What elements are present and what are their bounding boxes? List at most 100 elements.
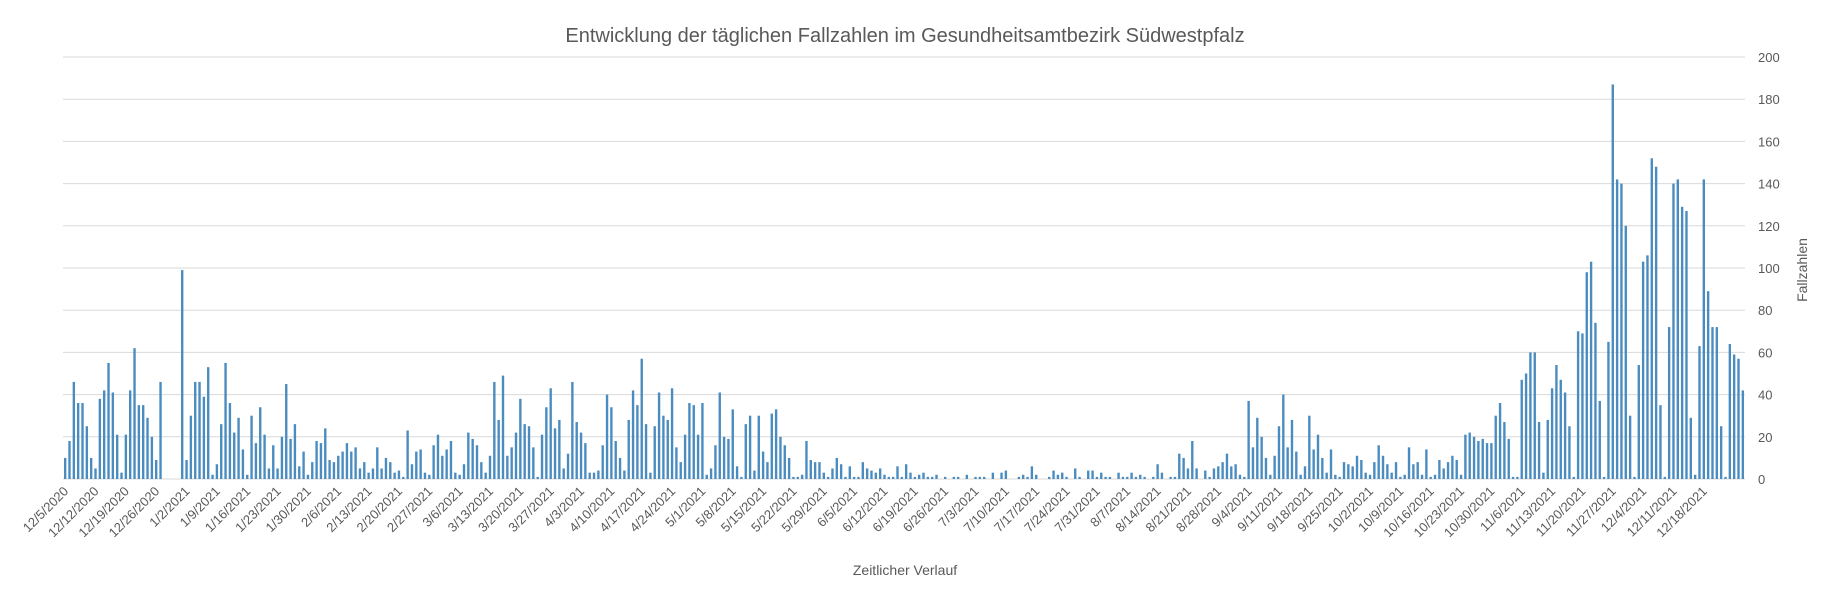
- bar: [1481, 438, 1484, 479]
- bar: [870, 470, 873, 479]
- bar: [826, 476, 830, 479]
- bar: [1264, 457, 1268, 479]
- bar: [445, 449, 448, 479]
- bar: [1498, 403, 1502, 479]
- bar: [1620, 183, 1623, 479]
- y-axis-label: Fallzahlen: [1794, 238, 1810, 302]
- bar: [146, 417, 149, 479]
- bar: [575, 422, 578, 479]
- bar: [1706, 291, 1710, 479]
- bar: [1451, 455, 1454, 479]
- bar: [415, 451, 418, 479]
- bar: [683, 434, 687, 479]
- bar: [267, 468, 271, 479]
- bar: [1412, 464, 1415, 479]
- bar: [1672, 183, 1675, 479]
- bar: [501, 375, 505, 479]
- bar: [618, 457, 622, 479]
- bar: [887, 476, 891, 479]
- bar: [1559, 379, 1562, 479]
- bar: [1693, 474, 1697, 479]
- bar: [63, 457, 67, 479]
- bar: [1260, 436, 1263, 479]
- bar: [1381, 455, 1385, 479]
- y-tick-label: 60: [1758, 345, 1772, 360]
- bar: [1351, 466, 1354, 479]
- gridlines: [63, 56, 1745, 480]
- bar: [748, 415, 752, 479]
- bar: [1607, 341, 1610, 479]
- bar: [1130, 472, 1133, 479]
- bar: [423, 472, 427, 479]
- bar: [627, 419, 630, 479]
- bar: [1230, 466, 1233, 479]
- bar: [701, 403, 704, 479]
- bar: [311, 462, 314, 479]
- bar: [1494, 415, 1497, 479]
- bar: [1360, 460, 1363, 479]
- bar: [1585, 272, 1588, 479]
- y-tick-label: 180: [1758, 92, 1780, 107]
- bar: [1659, 405, 1662, 479]
- bar: [566, 453, 570, 479]
- bar: [1052, 470, 1055, 479]
- bar: [137, 405, 141, 479]
- bar: [688, 403, 691, 479]
- bar: [76, 403, 80, 479]
- bar: [298, 466, 301, 479]
- bar: [662, 415, 665, 479]
- bar: [835, 457, 838, 479]
- bar: [293, 424, 297, 479]
- bar: [532, 447, 535, 479]
- bar: [1204, 470, 1207, 479]
- bar: [1243, 476, 1246, 479]
- bar: [85, 426, 89, 479]
- bar: [913, 476, 917, 479]
- bar: [319, 443, 323, 479]
- bar: [1520, 379, 1523, 479]
- bar: [545, 407, 548, 479]
- bar: [636, 405, 639, 479]
- bar: [259, 407, 262, 479]
- bar: [376, 447, 379, 479]
- bar: [991, 472, 995, 479]
- bar: [1282, 394, 1285, 479]
- bar: [649, 472, 652, 479]
- bar: [1156, 464, 1159, 479]
- bar: [1641, 261, 1645, 479]
- bar: [1715, 327, 1719, 479]
- bar: [644, 424, 648, 479]
- bar: [1074, 468, 1077, 479]
- bar: [1490, 443, 1493, 479]
- bar: [1572, 476, 1575, 479]
- bar: [68, 441, 71, 479]
- bar: [371, 468, 375, 479]
- bar: [98, 398, 102, 479]
- bar: [328, 460, 331, 479]
- bar: [1217, 466, 1220, 479]
- bar: [1299, 474, 1302, 479]
- bar: [1698, 346, 1701, 479]
- bar: [1308, 415, 1311, 479]
- bar: [341, 451, 344, 479]
- bar: [1472, 436, 1476, 479]
- bar: [1416, 462, 1419, 479]
- bar: [1442, 468, 1445, 479]
- bar: [809, 460, 812, 479]
- bar: [1117, 472, 1120, 479]
- bar: [1234, 464, 1237, 479]
- bar: [1654, 166, 1658, 479]
- bar: [389, 462, 392, 479]
- bar: [904, 464, 908, 479]
- bar: [731, 409, 734, 479]
- bar: [1152, 476, 1155, 479]
- bar: [276, 468, 279, 479]
- bar: [1100, 472, 1103, 479]
- bar: [610, 407, 613, 479]
- bar: [1095, 476, 1099, 479]
- bar: [211, 474, 214, 479]
- bar: [285, 384, 288, 479]
- bar: [1516, 476, 1519, 479]
- bar: [623, 470, 626, 479]
- bar: [761, 451, 765, 479]
